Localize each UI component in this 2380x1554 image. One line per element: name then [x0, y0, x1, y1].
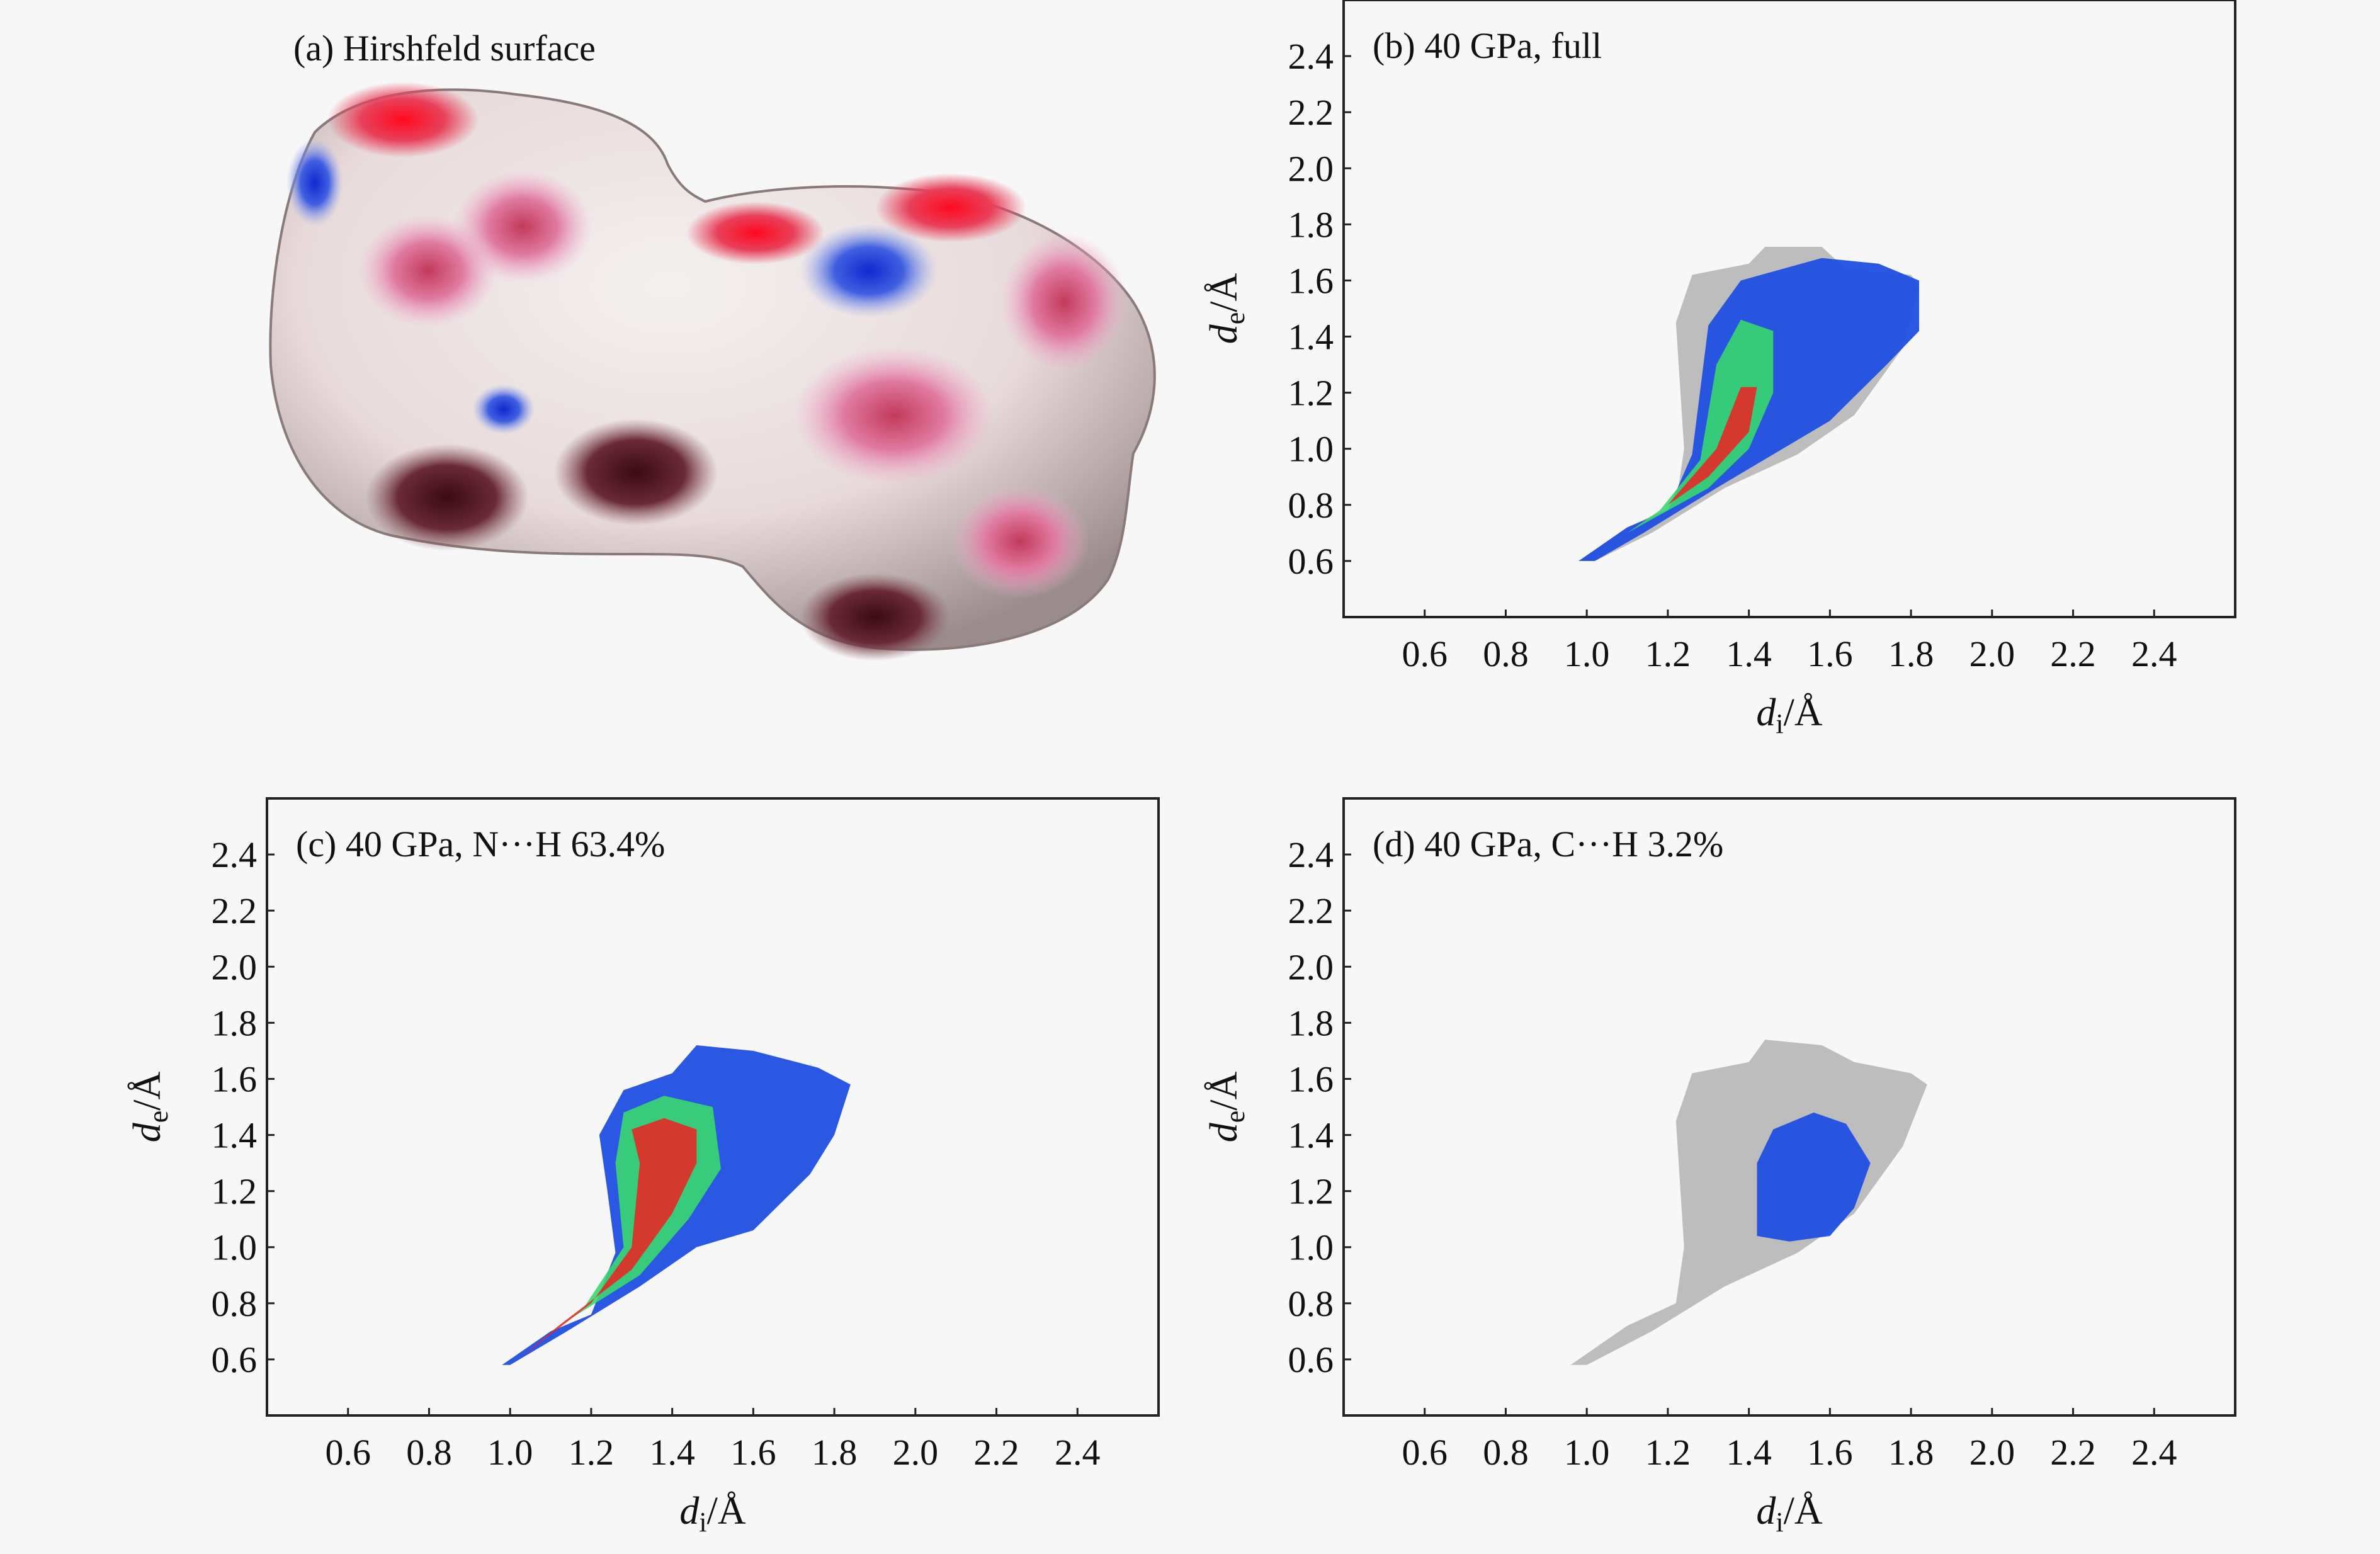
blue-spot-1 [800, 224, 938, 318]
x-axis-label: di/Å [679, 1490, 745, 1538]
y-tick-label: 1.4 [1288, 317, 1334, 358]
blue-spot-2 [286, 139, 343, 227]
y-tick-label: 2.2 [1288, 890, 1334, 931]
pink-spot-5 [951, 485, 1089, 598]
y-axis-label: de/Å [1203, 1072, 1250, 1143]
x-tick-label: 2.4 [2131, 1432, 2177, 1473]
x-tick-label: 1.4 [1726, 633, 1772, 674]
plot-panel-c: (c) 40 GPa, N···H 63.4% 0.6 0.8 1.0 1.2 1.4 1.… [126, 797, 1160, 1538]
y-tick-label: 2.0 [1288, 946, 1334, 987]
x-tick-label: 1.0 [1564, 633, 1610, 674]
x-tick-label: 1.2 [1645, 633, 1691, 674]
x-tick-label: 1.8 [812, 1432, 858, 1473]
hirshfeld-surface-panel: (a) Hirshfeld surface [269, 28, 1156, 661]
x-tick-label: 1.0 [1564, 1432, 1610, 1473]
red-region [518, 1118, 697, 1359]
x-tick-label: 2.2 [973, 1432, 1019, 1473]
x-axis-label: di/Å [1756, 691, 1822, 739]
red-region [1595, 387, 1757, 555]
y-tick-label: 2.4 [212, 834, 258, 875]
panel-title: (b) 40 GPa, full [1373, 25, 1602, 66]
y-tick-label: 0.6 [1288, 1339, 1334, 1380]
pink-spot-4 [793, 346, 995, 485]
y-tick-label: 2.0 [212, 946, 258, 987]
red-spot-2 [686, 201, 825, 264]
x-tick-label: 2.0 [1969, 1432, 2015, 1473]
dark-spot-2 [554, 419, 718, 526]
dark-spot-3 [800, 573, 951, 661]
panel-title: (c) 40 GPa, N···H 63.4% [296, 824, 665, 865]
x-tick-label: 2.2 [2050, 1432, 2096, 1473]
green-region [1587, 319, 1774, 561]
x-tick-label: 1.6 [730, 1432, 776, 1473]
dark-spot-1 [365, 444, 529, 551]
x-tick-label: 2.4 [2131, 633, 2177, 674]
x-tick-label: 1.2 [569, 1432, 615, 1473]
pink-spot-2 [359, 214, 497, 327]
y-tick-label: 0.6 [212, 1339, 258, 1380]
pink-spot-3 [1001, 233, 1127, 371]
x-tick-label: 0.8 [1483, 1432, 1529, 1473]
x-tick-label: 1.8 [1888, 1432, 1934, 1473]
x-tick-label: 0.8 [1483, 633, 1529, 674]
plot-panel-d: (d) 40 GPa, C···H 3.2% 0.6 0.8 1.0 1.2 1.4 1.6… [1203, 797, 2236, 1538]
y-tick-label: 1.6 [1288, 1058, 1334, 1099]
x-tick-label: 2.0 [1969, 633, 2015, 674]
y-tick-label: 2.0 [1288, 148, 1334, 189]
y-tick-label: 2.2 [1288, 92, 1334, 133]
red-spot-3 [875, 173, 1026, 242]
y-tick-label: 2.4 [1288, 834, 1334, 875]
y-tick-label: 1.6 [212, 1058, 258, 1099]
y-tick-label: 1.6 [1288, 260, 1334, 301]
y-tick-label: 1.0 [1288, 429, 1334, 470]
y-tick-label: 0.8 [1288, 1283, 1334, 1324]
y-tick-label: 1.4 [212, 1115, 258, 1156]
y-tick-label: 0.8 [1288, 485, 1334, 526]
y-tick-label: 1.8 [1288, 1002, 1334, 1043]
y-tick-label: 1.0 [1288, 1227, 1334, 1268]
x-tick-label: 0.6 [1402, 633, 1448, 674]
x-tick-label: 1.6 [1807, 633, 1853, 674]
x-tick-label: 1.8 [1888, 633, 1934, 674]
y-tick-label: 0.6 [1288, 541, 1334, 582]
y-tick-label: 1.2 [1288, 1171, 1334, 1212]
blue-spot-3 [472, 384, 535, 434]
y-tick-label: 1.2 [212, 1171, 258, 1212]
y-axis-label: de/Å [126, 1072, 174, 1143]
fingerprint-plots: (b) 40 GPa, full 0.6 0.8 1.0 1.2 1.4 1.6 1.8 2.0… [126, 0, 2236, 1538]
y-tick-label: 0.8 [212, 1283, 258, 1324]
blue-region [1757, 1112, 1871, 1242]
panel-title: (d) 40 GPa, C···H 3.2% [1373, 824, 1723, 865]
x-axis-label: di/Å [1756, 1490, 1822, 1538]
x-tick-label: 1.4 [649, 1432, 695, 1473]
y-tick-label: 1.8 [212, 1002, 258, 1043]
x-tick-label: 2.0 [893, 1432, 939, 1473]
x-tick-label: 0.6 [325, 1432, 371, 1473]
red-spot-1 [327, 82, 479, 157]
x-tick-label: 1.0 [487, 1432, 533, 1473]
x-tick-label: 1.6 [1807, 1432, 1853, 1473]
x-tick-label: 0.6 [1402, 1432, 1448, 1473]
y-axis-label: de/Å [1203, 273, 1250, 344]
y-tick-label: 1.8 [1288, 204, 1334, 245]
plot-panel-b: (b) 40 GPa, full 0.6 0.8 1.0 1.2 1.4 1.6 1.8 2.0… [1203, 0, 2236, 739]
y-tick-label: 2.2 [212, 890, 258, 931]
x-tick-label: 2.4 [1055, 1432, 1101, 1473]
y-tick-label: 1.4 [1288, 1115, 1334, 1156]
y-tick-label: 2.4 [1288, 36, 1334, 77]
x-tick-label: 0.8 [406, 1432, 452, 1473]
panel-a-title: (a) Hirshfeld surface [293, 28, 596, 69]
y-tick-label: 1.2 [1288, 373, 1334, 414]
x-tick-label: 1.2 [1645, 1432, 1691, 1473]
y-tick-label: 1.0 [212, 1227, 258, 1268]
x-tick-label: 2.2 [2050, 633, 2096, 674]
x-tick-label: 1.4 [1726, 1432, 1772, 1473]
